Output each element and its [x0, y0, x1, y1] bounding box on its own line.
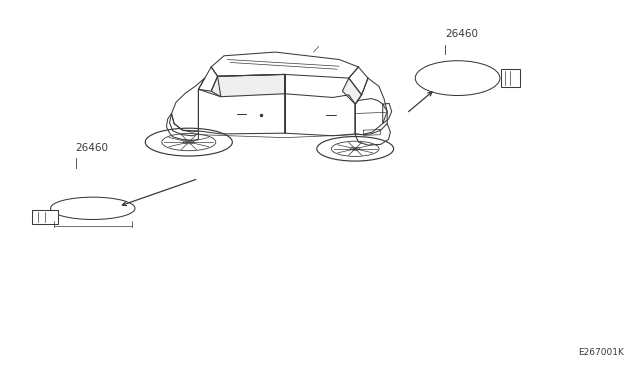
Polygon shape	[211, 74, 285, 97]
Polygon shape	[342, 78, 362, 104]
FancyBboxPatch shape	[501, 69, 520, 87]
Text: 26460: 26460	[445, 29, 478, 39]
FancyBboxPatch shape	[32, 210, 58, 224]
Text: E267001K: E267001K	[578, 348, 624, 357]
Text: 26460: 26460	[76, 142, 109, 153]
